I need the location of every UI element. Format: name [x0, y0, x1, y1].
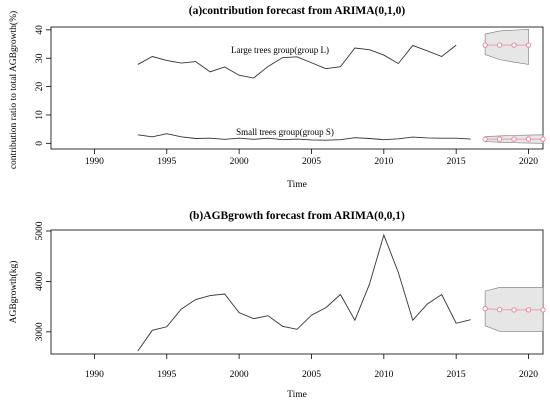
x-tick-label: 1995: [157, 370, 176, 380]
y-tick-label: 20: [35, 82, 45, 92]
x-tick-label: 2015: [447, 157, 466, 167]
panel-a-xlabel: Time: [287, 180, 307, 190]
x-tick-label: 2000: [230, 370, 249, 380]
annotation-group-s: Small trees group(group S): [236, 127, 334, 137]
x-tick-label: 2010: [374, 370, 393, 380]
forecast-point: [482, 305, 488, 312]
forecast-point: [511, 42, 517, 48]
panel-b-y-axis: 3000 4000 5000: [35, 221, 51, 341]
forecast-point: [496, 306, 503, 313]
y-tick-label: 3000: [35, 322, 45, 341]
y-tick-label: 40: [35, 25, 45, 35]
forecast-point: [482, 136, 488, 142]
series-line: [137, 133, 471, 141]
forecast-point: [525, 136, 532, 142]
panel-b-title: (b)AGBgrowth forecast from ARIMA(0,0,1): [189, 210, 405, 222]
panel-b-xlabel: Time: [287, 390, 307, 400]
forecast-point: [525, 42, 532, 48]
x-tick-label: 2005: [302, 370, 321, 380]
panel-a-forecasts: [482, 42, 546, 142]
panel-a: (a)contribution forecast from ARIMA(0,1,…: [8, 5, 546, 190]
x-tick-label: 2015: [447, 370, 466, 380]
forecast-point: [525, 307, 532, 313]
panel-a-frame: [50, 26, 544, 150]
forecast-point: [540, 307, 546, 313]
series-line: [137, 44, 457, 79]
panel-b: (b)AGBgrowth forecast from ARIMA(0,0,1) …: [8, 210, 546, 400]
x-tick-label: 2020: [519, 370, 538, 380]
x-tick-label: 2020: [519, 157, 538, 167]
annotation-group-l: Large trees group(group L): [231, 45, 329, 55]
forecast-point: [496, 136, 503, 142]
panel-b-series: [137, 233, 471, 352]
y-tick-label: 5000: [35, 221, 45, 240]
y-tick-label: 4000: [35, 272, 45, 291]
x-tick-label: 1990: [85, 370, 104, 380]
panel-a-title: (a)contribution forecast from ARIMA(0,1,…: [189, 5, 406, 17]
panel-a-series: [137, 44, 471, 141]
series-line: [137, 233, 471, 352]
x-tick-label: 2000: [230, 157, 249, 167]
panel-a-ylabel: contribution ratio to total AGBgrowth(%): [8, 11, 19, 169]
forecast-point: [511, 136, 517, 142]
forecast-point: [496, 42, 503, 48]
panel-b-forecasts: [482, 305, 546, 313]
panel-b-frame: [50, 229, 544, 355]
panel-a-y-axis: 0 10 20 30 40: [35, 25, 51, 146]
x-tick-label: 2010: [374, 157, 393, 167]
forecast-point: [482, 42, 488, 48]
forecast-point: [511, 307, 517, 313]
y-tick-label: 10: [35, 110, 45, 120]
panel-b-ylabel: AGBgrowth(kg): [8, 261, 19, 324]
forecast-interval-band: [484, 28, 529, 65]
y-tick-label: 30: [35, 53, 45, 63]
x-tick-label: 1990: [85, 157, 104, 167]
x-tick-label: 2005: [302, 157, 321, 167]
forecast-point: [540, 136, 546, 142]
panel-b-x-axis: 1990 1995 2000 2005 2010 2015 2020: [85, 354, 538, 380]
panel-a-x-axis: 1990 1995 2000 2005 2010 2015 2020: [85, 149, 538, 167]
y-tick-label: 0: [35, 141, 45, 146]
x-tick-label: 1995: [157, 157, 176, 167]
